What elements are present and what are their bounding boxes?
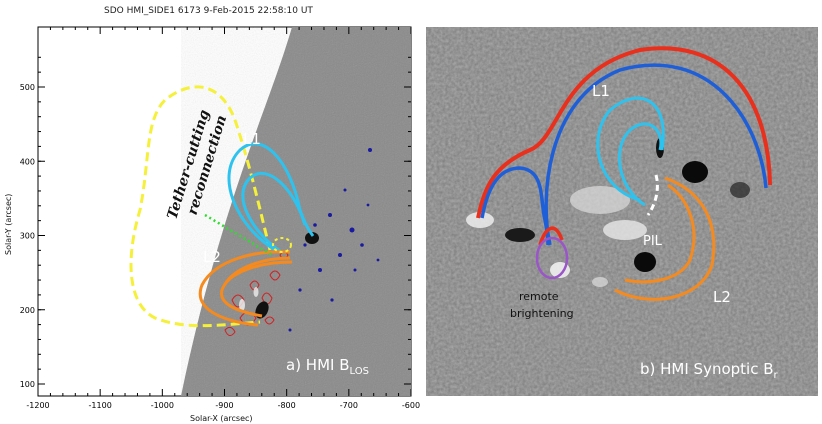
l1-cyan-inner xyxy=(617,122,663,207)
x-tick-label: -700 xyxy=(340,401,358,410)
l1-loop-inner xyxy=(241,171,307,254)
sunspot xyxy=(305,232,319,244)
y-tick-label: 200 xyxy=(20,306,35,315)
x-tick-label: -1200 xyxy=(26,401,49,410)
left-label-l1: L1 xyxy=(243,130,261,148)
l1-cyan-outer xyxy=(596,96,665,202)
yellow-dashed-loop xyxy=(129,85,272,328)
blue-field-contours xyxy=(288,148,380,332)
right-panel: L1 L2 PIL remote brightening b) HMI Syno… xyxy=(426,27,818,396)
left-panel: L1 L2 Tether-cutting reconnection a) HMI… xyxy=(4,26,420,423)
green-dotted-line xyxy=(204,213,273,257)
y-tick-label: 300 xyxy=(20,232,35,241)
x-tick-label: -800 xyxy=(278,401,296,410)
red-loop xyxy=(476,46,772,219)
right-label-l2: L2 xyxy=(713,288,731,306)
l2-loop-outer xyxy=(198,250,291,327)
pil-dashed-line xyxy=(646,174,659,216)
l2-orange-inner xyxy=(624,183,696,284)
remote-brightening-label-2: brightening xyxy=(510,307,574,320)
remote-brightening-label-1: remote xyxy=(519,290,559,303)
x-tick-label: -900 xyxy=(215,401,233,410)
right-label-l1: L1 xyxy=(592,82,610,100)
left-label-l2: L2 xyxy=(203,248,221,266)
left-caption: a) HMI BLOS xyxy=(286,356,369,377)
purple-brightening-loop xyxy=(535,236,569,280)
x-axis-label: Solar-X (arcsec) xyxy=(190,414,253,423)
y-tick-label: 100 xyxy=(20,380,35,389)
x-tick-label: -600 xyxy=(402,401,420,410)
l2-orange-outer xyxy=(614,176,716,301)
figure-header: SDO HMI_SIDE1 6173 9-Feb-2015 22:58:10 U… xyxy=(104,6,313,16)
x-tick-label: -1100 xyxy=(89,401,112,410)
y-tick-label: 500 xyxy=(20,83,35,92)
y-tick-label: 400 xyxy=(20,157,35,166)
right-caption: b) HMI Synoptic Br xyxy=(640,360,779,381)
l2-loop-inner xyxy=(220,260,293,318)
x-tick-label: -1000 xyxy=(151,401,174,410)
right-label-pil: PIL xyxy=(643,234,663,249)
y-axis-label: Solar-Y (arcsec) xyxy=(4,194,13,255)
